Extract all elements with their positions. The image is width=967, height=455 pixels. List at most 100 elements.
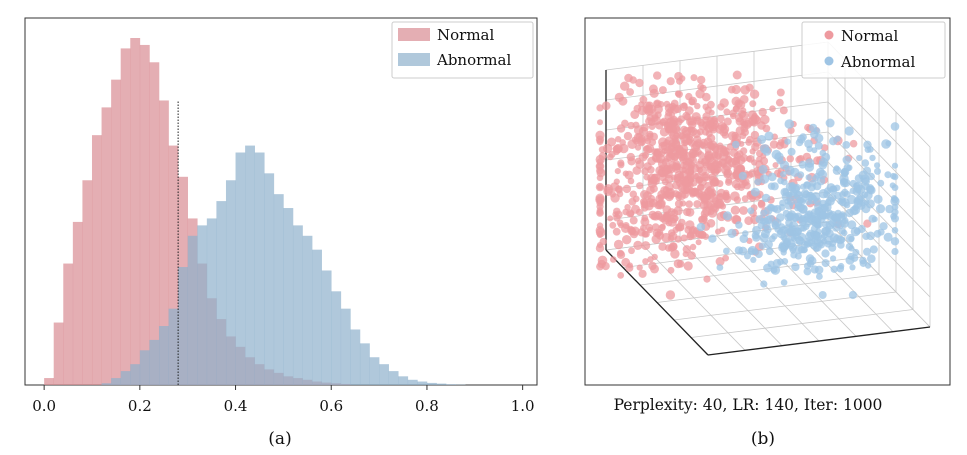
normal-point — [597, 184, 603, 191]
abnormal-point — [821, 232, 828, 239]
abnormal-point — [780, 160, 790, 170]
abnormal-point — [834, 209, 842, 217]
panel-label-b: (b) — [751, 429, 775, 449]
x-tick-label: 0.4 — [224, 397, 248, 415]
abnormal-point — [829, 137, 838, 146]
abnormal-point — [802, 190, 811, 199]
abnormal-point — [755, 215, 764, 224]
normal-point — [615, 136, 622, 143]
normal-point — [693, 200, 702, 209]
abnormal-point — [780, 187, 790, 197]
normal-point — [683, 261, 693, 271]
normal-point — [731, 84, 741, 95]
legend-label-normal: Normal — [437, 26, 494, 44]
abnormal-bar — [111, 378, 122, 385]
abnormal-point — [890, 122, 900, 131]
normal-point — [693, 135, 702, 144]
abnormal-point — [790, 188, 797, 196]
normal-point — [674, 150, 683, 159]
normal-point — [598, 152, 607, 161]
normal-bar — [53, 322, 64, 385]
abnormal-point — [838, 227, 846, 235]
scatter-subtitle: Perplexity: 40, LR: 140, Iter: 1000 — [614, 396, 883, 414]
normal-point — [596, 168, 606, 178]
normal-point — [653, 71, 662, 80]
abnormal-point — [854, 174, 864, 183]
abnormal-point — [758, 164, 768, 174]
abnormal-point — [750, 187, 760, 197]
normal-point — [596, 199, 604, 207]
normal-point — [760, 157, 769, 165]
normal-point — [643, 145, 650, 152]
normal-point — [687, 251, 696, 260]
abnormal-bar — [120, 371, 131, 385]
normal-point — [609, 221, 617, 229]
abnormal-point — [738, 171, 747, 180]
normal-point — [629, 216, 638, 225]
abnormal-point — [811, 147, 818, 154]
abnormal-point — [862, 232, 870, 240]
normal-point — [623, 131, 633, 141]
normal-point — [685, 158, 693, 166]
normal-point — [671, 209, 679, 217]
abnormal-bar — [302, 235, 313, 385]
abnormal-point — [869, 154, 876, 162]
abnormal-point — [787, 147, 796, 156]
normal-point — [746, 135, 754, 144]
abnormal-point — [696, 222, 706, 232]
normal-point — [715, 257, 725, 266]
normal-point — [616, 190, 624, 198]
normal-point — [706, 116, 715, 125]
abnormal-point — [847, 220, 857, 230]
abnormal-bar — [225, 180, 236, 385]
abnormal-point — [841, 168, 848, 175]
abnormal-point — [800, 225, 807, 232]
normal-point — [654, 201, 663, 210]
abnormal-point — [864, 262, 872, 269]
abnormal-point — [875, 204, 886, 214]
normal-point — [723, 117, 732, 126]
abnormal-point — [884, 171, 892, 179]
normal-point — [624, 170, 634, 180]
abnormal-point — [796, 196, 805, 204]
normal-point — [702, 128, 710, 136]
abnormal-point — [758, 242, 766, 250]
normal-point — [682, 251, 689, 258]
abnormal-point — [723, 247, 730, 255]
normal-point — [757, 121, 766, 130]
normal-point — [673, 259, 683, 269]
normal-point — [668, 229, 676, 237]
normal-point — [723, 108, 731, 116]
abnormal-point — [776, 213, 785, 222]
abnormal-point — [784, 138, 791, 145]
abnormal-point — [869, 245, 878, 254]
normal-bar — [139, 44, 150, 385]
normal-point — [722, 254, 729, 262]
normal-point — [685, 220, 695, 230]
abnormal-point — [781, 258, 789, 265]
normal-point — [603, 186, 613, 196]
abnormal-point — [836, 220, 845, 229]
normal-point — [695, 160, 704, 170]
normal-point — [863, 219, 872, 228]
abnormal-point — [863, 247, 871, 256]
normal-point — [706, 134, 716, 143]
normal-point — [608, 150, 616, 158]
normal-point — [622, 184, 632, 194]
normal-point — [596, 104, 604, 112]
normal-point — [597, 119, 603, 126]
legend-marker-normal — [824, 30, 834, 40]
abnormal-point — [750, 256, 757, 263]
normal-point — [669, 102, 677, 110]
normal-bar — [91, 135, 102, 385]
abnormal-bar — [101, 383, 112, 385]
abnormal-point — [798, 205, 808, 214]
x-tick-label: 0.0 — [32, 397, 56, 415]
normal-point — [595, 130, 605, 140]
abnormal-point — [768, 172, 777, 182]
normal-point — [689, 243, 697, 251]
abnormal-point — [784, 119, 795, 129]
normal-point — [717, 114, 725, 123]
normal-point — [599, 237, 607, 246]
abnormal-point — [767, 182, 776, 190]
